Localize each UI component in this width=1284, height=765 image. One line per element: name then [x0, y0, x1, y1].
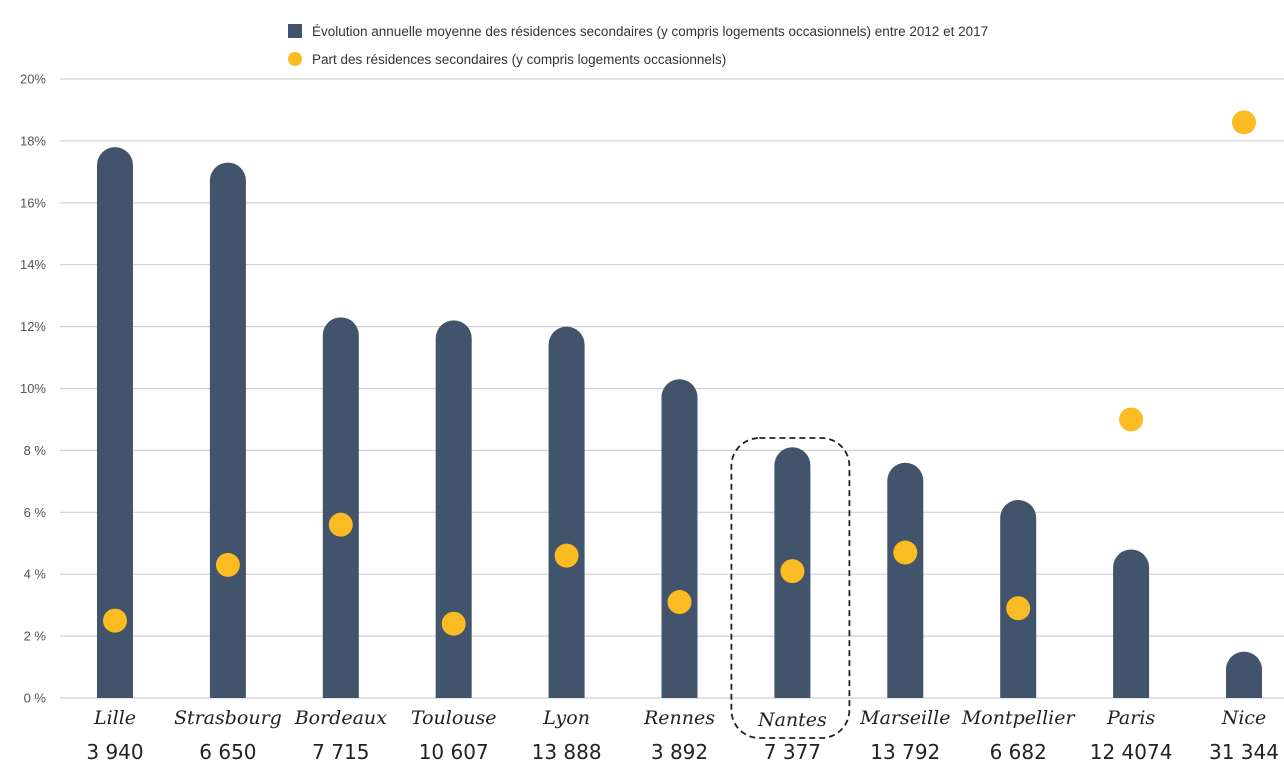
y-tick-label: 20%	[20, 72, 46, 87]
legend-dot-label: Part des résidences secondaires (y compr…	[312, 51, 727, 67]
bar	[97, 147, 133, 699]
count-label: 6 682	[990, 740, 1047, 764]
x-axis-count-labels: 3 940 6 650 7 715 10 607 13 888 3 892 7 377 13 …	[86, 740, 1279, 764]
data-point	[103, 608, 127, 633]
y-tick-label: 4 %	[24, 567, 47, 582]
y-tick-label: 14%	[20, 257, 46, 272]
city-label: Lille	[93, 707, 136, 729]
y-tick-label: 12%	[20, 319, 46, 334]
bar	[548, 326, 585, 698]
data-point	[1006, 596, 1031, 621]
count-label: 7 377	[764, 740, 821, 764]
city-label: Paris	[1106, 707, 1155, 729]
legend-item-dots[interactable]: Part des résidences secondaires (y compr…	[288, 48, 988, 70]
count-label: 3 892	[651, 740, 708, 764]
data-point	[667, 590, 692, 615]
data-point	[441, 611, 466, 636]
highlight-box	[730, 437, 851, 739]
count-label: 6 650	[199, 740, 256, 764]
legend-bar-swatch	[288, 24, 302, 38]
data-point	[328, 512, 353, 537]
bar	[1226, 651, 1262, 698]
count-label: 10 607	[419, 740, 489, 764]
city-label: Lyon	[542, 707, 590, 729]
y-axis-tick-labels: 0 % 2 % 4 % 6 % 8 % 10% 12% 14% 16% 18% 20%	[20, 72, 46, 706]
city-label: Bordeaux	[294, 707, 387, 729]
city-label: Nantes	[757, 709, 827, 731]
y-tick-label: 16%	[20, 195, 46, 210]
highlight-box-border	[730, 437, 851, 739]
count-label: 13 888	[532, 740, 602, 764]
bar	[887, 462, 924, 698]
data-point	[215, 552, 240, 577]
count-label: 12 4074	[1090, 740, 1173, 764]
city-label: Rennes	[643, 707, 715, 729]
y-tick-label: 8 %	[24, 443, 47, 458]
count-label: 31 344	[1209, 740, 1279, 764]
city-label: Strasbourg	[174, 707, 282, 729]
city-label: Nice	[1221, 707, 1267, 729]
count-label: 3 940	[86, 740, 143, 764]
data-point	[1119, 407, 1144, 432]
legend-item-bars[interactable]: Évolution annuelle moyenne des résidence…	[288, 20, 988, 42]
data-point	[780, 559, 805, 584]
data-point	[1232, 110, 1256, 135]
y-tick-label: 18%	[20, 133, 46, 148]
y-tick-label: 10%	[20, 381, 46, 396]
data-point	[893, 540, 918, 565]
count-label: 7 715	[312, 740, 369, 764]
y-tick-label: 6 %	[24, 505, 47, 520]
count-label: 13 792	[870, 740, 940, 764]
bar	[322, 317, 359, 698]
data-point	[554, 543, 579, 568]
legend: Évolution annuelle moyenne des résidence…	[288, 20, 988, 76]
city-label: Montpellier	[961, 707, 1077, 729]
x-axis-city-labels: Lille Strasbourg Bordeaux Toulouse Lyon Renne…	[93, 707, 1266, 731]
bar-series	[97, 147, 1262, 699]
bar	[661, 379, 698, 698]
city-label: Marseille	[859, 707, 950, 729]
bar	[1113, 549, 1150, 698]
dot-series	[103, 110, 1256, 636]
y-tick-label: 0 %	[24, 691, 47, 706]
bar	[435, 320, 472, 698]
legend-bar-label: Évolution annuelle moyenne des résidence…	[312, 23, 989, 39]
bar	[209, 162, 246, 698]
city-label: Toulouse	[411, 707, 497, 729]
y-tick-label: 2 %	[24, 629, 47, 644]
legend-dot-swatch	[288, 52, 302, 66]
